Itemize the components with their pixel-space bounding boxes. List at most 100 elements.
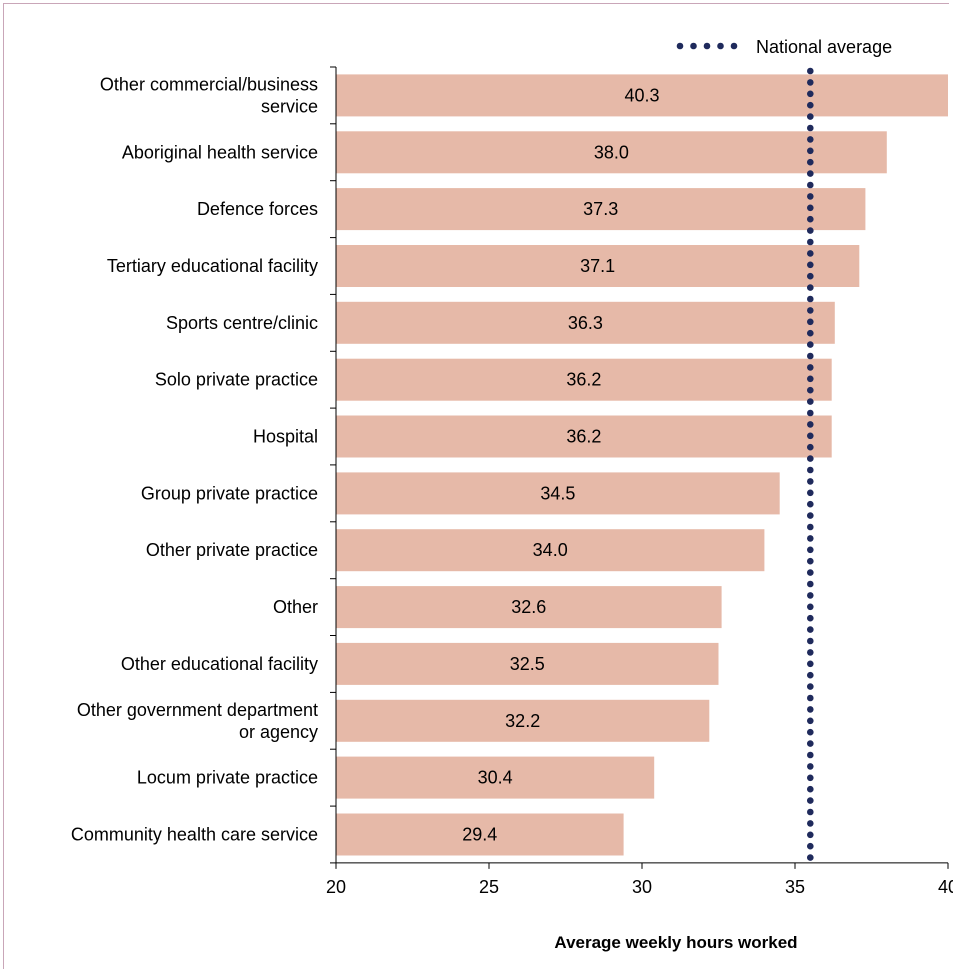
bar-value-label: 40.3 [624,85,659,105]
reference-dot [807,215,814,223]
bar-value-label: 32.5 [510,654,545,674]
reference-dot [807,603,814,611]
reference-dot [807,557,814,565]
category-label: Solo private practice [155,370,318,390]
reference-dot [807,546,814,554]
x-tick-label: 30 [632,877,652,897]
reference-dot [807,250,814,257]
category-label: Community health care service [71,825,318,845]
x-tick-label: 40 [938,877,953,897]
reference-dot [807,728,814,736]
category-label: Other government department [77,700,318,720]
reference-dot [807,637,814,645]
reference-dot [807,101,814,109]
reference-dot [807,113,814,120]
bar-value-label: 30.4 [478,768,513,788]
reference-dot [807,409,814,417]
bar-value-label: 38.0 [594,142,629,162]
reference-dot [807,614,814,622]
bar [336,74,948,117]
reference-dot [807,124,814,132]
x-tick-label: 35 [785,877,805,897]
bar-value-label: 29.4 [462,825,497,845]
reference-dot [807,307,814,314]
reference-dot [807,318,814,326]
bar-value-label: 36.2 [566,370,601,390]
bar [336,813,624,856]
bar-value-label: 37.1 [580,256,615,276]
bar [336,642,719,685]
bar [336,188,866,231]
reference-dot [807,751,814,759]
category-label: Group private practice [141,483,318,503]
reference-dot [807,67,814,75]
category-label: Hospital [253,427,318,447]
reference-dot [807,717,814,725]
reference-dot [807,774,814,782]
bar-value-label: 34.5 [540,483,575,503]
bar-value-label: 32.2 [505,711,540,731]
legend-dot [703,42,711,50]
reference-dot [807,797,814,804]
reference-dot [807,227,814,234]
category-label: Other educational facility [121,654,318,674]
reference-dot [807,842,814,850]
reference-dot [807,136,814,143]
category-label: or agency [239,722,318,742]
bar [336,756,655,799]
reference-dot [807,352,814,360]
national-average-line-group [807,67,814,861]
reference-dot [807,706,814,713]
reference-dot [807,489,814,497]
reference-dot [807,785,814,793]
bar-value-label: 36.2 [566,427,601,447]
bar-value-label: 36.3 [568,313,603,333]
reference-dot [807,284,814,291]
reference-dot [807,820,814,827]
legend-dotted-marker [676,42,738,50]
legend-dot [676,42,684,50]
reference-dot [807,443,814,451]
x-tick-label: 25 [479,877,499,897]
reference-dot [807,535,814,542]
bar [336,358,832,401]
reference-dot [807,592,814,599]
reference-dot [807,79,814,86]
x-axis-title: Average weekly hours worked [554,933,797,952]
reference-dot [807,364,814,371]
reference-dot [807,295,814,303]
bar [336,245,860,287]
legend: National average [676,37,892,57]
reference-dot [807,523,814,531]
legend-dot [730,42,738,50]
category-label: Other private practice [146,540,318,560]
reference-dot [807,660,814,668]
category-label: Sports centre/clinic [166,313,318,333]
reference-dot [807,512,814,519]
reference-dot [807,329,814,337]
legend-dot [690,42,697,50]
reference-dot [807,147,814,155]
reference-dot [807,626,814,633]
reference-dot [807,204,814,212]
reference-dot [807,455,814,462]
bar [336,415,832,458]
category-label: Other commercial/business [100,74,318,94]
reference-dot [807,238,814,246]
category-label: Aboriginal health service [122,142,318,162]
reference-dot [807,193,814,200]
bar-value-label: 34.0 [533,540,568,560]
legend-label: National average [756,37,892,57]
reference-dot [807,580,814,588]
chart-frame [3,3,949,969]
reference-dot [807,261,814,269]
bar-value-label: 37.3 [583,199,618,219]
reference-dot [807,375,814,383]
reference-dot [807,671,814,679]
reference-dot [807,694,814,702]
reference-dot [807,341,814,348]
bar [336,472,780,515]
bar [336,586,722,629]
